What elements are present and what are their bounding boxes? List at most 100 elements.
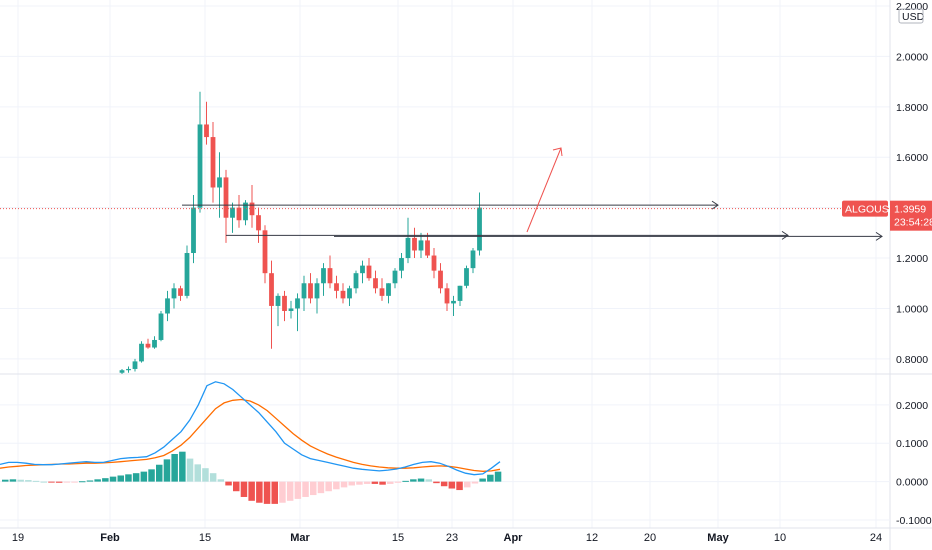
candle-body xyxy=(392,270,398,284)
macd-histogram-bar xyxy=(294,481,302,499)
projection-arrowhead xyxy=(552,147,563,157)
macd-histogram-bar xyxy=(340,481,348,488)
macd-histogram-bar xyxy=(148,469,155,482)
candle-body xyxy=(139,343,144,362)
candle-body xyxy=(353,273,359,289)
macd-histogram-bar xyxy=(425,479,432,482)
support-line-2-arrowhead xyxy=(875,231,883,241)
macd-histogram-bar xyxy=(456,481,463,491)
price-tick-label: 0.8000 xyxy=(896,354,928,366)
macd-histogram-bar xyxy=(94,479,101,482)
candle-body xyxy=(197,124,203,208)
candle-body xyxy=(132,361,138,369)
macd-histogram-bar xyxy=(433,481,440,484)
macd-histogram-bar xyxy=(217,479,225,482)
macd-histogram-bar xyxy=(371,481,379,484)
candle-body xyxy=(477,207,482,251)
macd-histogram-bar xyxy=(2,479,9,482)
candle-body xyxy=(366,265,372,279)
macd-histogram-bar xyxy=(440,481,448,487)
macd-histogram-bar xyxy=(402,480,409,482)
candle-body xyxy=(340,290,346,299)
macd-histogram-bar xyxy=(86,480,94,482)
resistance-line-arrowhead xyxy=(711,200,719,210)
candle-body xyxy=(145,343,151,348)
candle-body xyxy=(204,124,209,138)
candle-body xyxy=(178,288,183,296)
candle-body xyxy=(210,137,216,188)
macd-histogram-bar xyxy=(271,481,278,504)
macd-histogram-bar xyxy=(240,481,248,497)
macd-histogram-bar xyxy=(132,473,140,482)
candle-body xyxy=(158,313,164,340)
time-axis[interactable]: 19 Feb 15 Mar 15 23 Apr 12 20 May 10 24 xyxy=(12,532,882,544)
candle-body xyxy=(295,298,300,309)
macd-histogram-bar xyxy=(17,479,24,482)
macd-histogram-bar xyxy=(310,481,317,496)
macd-histogram-bar xyxy=(279,481,286,503)
candle-body xyxy=(269,273,274,306)
candle-body xyxy=(444,288,450,304)
candle-body xyxy=(425,240,430,256)
macd-tick-label: 0.0000 xyxy=(896,477,928,489)
candle-body xyxy=(119,370,125,373)
candle-body xyxy=(301,283,307,299)
candle-body xyxy=(152,339,157,348)
candle-body xyxy=(457,285,463,301)
time-tick-label: 19 xyxy=(12,532,24,544)
macd-histogram-bar xyxy=(487,474,494,482)
candle-body xyxy=(262,230,268,274)
time-tick-label: 20 xyxy=(644,532,656,544)
macd-histogram-bar xyxy=(140,471,148,482)
macd-indicator xyxy=(0,381,502,504)
macd-histogram-bar xyxy=(363,481,371,484)
candle-body xyxy=(386,283,391,296)
macd-histogram-bar xyxy=(479,478,486,482)
price-tick-label: 2.0000 xyxy=(896,51,928,63)
last-price-value: 1.3959 xyxy=(894,204,926,216)
candle-body xyxy=(405,237,411,259)
macd-histogram-bar xyxy=(256,481,263,503)
candle-body xyxy=(236,207,242,221)
macd-histogram-bar xyxy=(348,481,355,486)
macd-histogram-bar xyxy=(448,481,456,489)
macd-histogram-bar xyxy=(379,481,386,485)
currency-box xyxy=(898,8,924,24)
macd-line xyxy=(0,381,501,476)
candle-body xyxy=(412,237,417,251)
candle-body xyxy=(126,368,131,371)
macd-histogram-bar xyxy=(233,481,240,492)
candle-body xyxy=(191,207,196,254)
time-tick-label: 12 xyxy=(586,532,598,544)
candle-body xyxy=(470,250,476,269)
macd-histogram-bar xyxy=(179,451,186,482)
candle-body xyxy=(451,300,456,304)
price-candles xyxy=(119,91,482,374)
candle-body xyxy=(373,278,378,289)
macd-histogram-bar xyxy=(417,478,425,482)
candle-body xyxy=(308,283,313,299)
candle-body xyxy=(256,215,261,231)
macd-histogram-bar xyxy=(125,474,132,482)
macd-histogram-bar xyxy=(263,481,271,504)
macd-histogram-bar xyxy=(79,481,86,483)
candle-body xyxy=(399,258,404,271)
macd-tick-label: -0.1000 xyxy=(896,515,932,527)
macd-histogram-bar xyxy=(317,481,325,494)
candle-body xyxy=(230,207,235,218)
candle-body xyxy=(438,270,443,289)
candle-body xyxy=(288,308,294,311)
macd-histogram-bar xyxy=(494,471,502,482)
macd-histogram-bar xyxy=(202,468,209,482)
macd-histogram-bar xyxy=(163,459,171,482)
price-tick-label: 2.2000 xyxy=(896,1,928,13)
price-axis[interactable]: 2.20002.00001.80001.60001.40001.20001.00… xyxy=(842,1,932,527)
time-tick-label: 24 xyxy=(870,532,882,544)
candle-body xyxy=(217,177,222,188)
macd-histogram-bar xyxy=(394,481,402,483)
macd-histogram-bar xyxy=(55,481,63,483)
macd-tick-label: 0.1000 xyxy=(896,438,928,450)
